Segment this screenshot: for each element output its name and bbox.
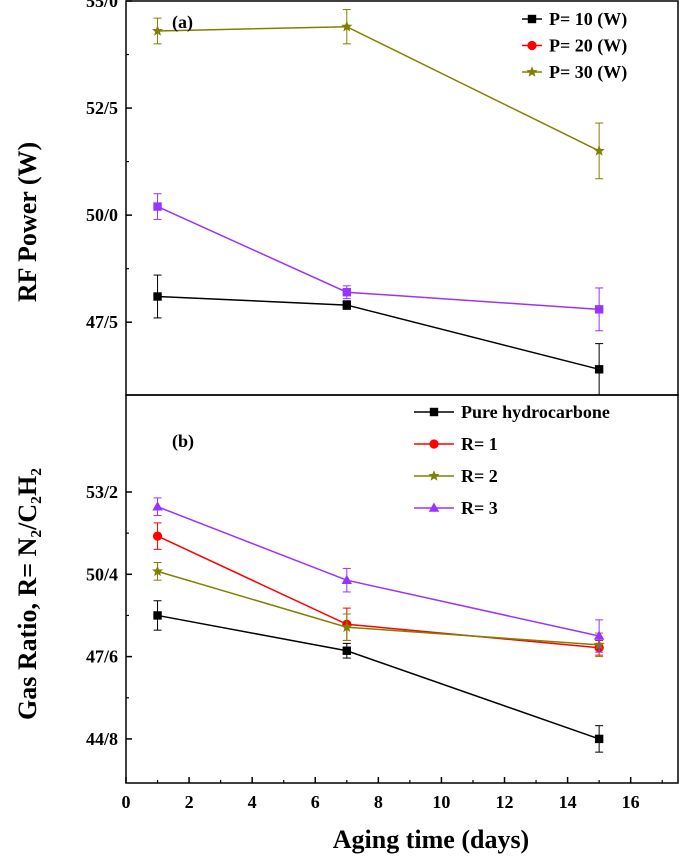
x-tick-label: 14 [559,792,577,812]
a-legend-item: P= 20 (W) [522,36,627,57]
a-series-3-line [157,205,600,311]
b-series-3 [152,497,605,653]
a-legend-swatch-marker [527,40,537,51]
x-tick-label: 4 [248,792,257,812]
b-legend-label: R= 3 [461,498,498,518]
x-tick-label: 2 [185,792,194,812]
b-legend-swatch-marker [428,502,440,512]
x-tick-label: 8 [374,792,383,812]
a-legend-swatch-marker [527,14,537,24]
b-y-tick-label: 47/6 [86,647,118,667]
a-y-tick-label: 47/5 [86,312,118,332]
panel-b-legend: Pure hydrocarbone R= 1 R= 2 R= 3 [414,402,610,518]
b-series-0-point [342,646,351,655]
a-series-0-point [342,300,351,310]
b-series-2-point [151,565,164,577]
a-y-tick-label: 52/5 [86,98,118,118]
b-series-0-line [157,614,600,740]
b-series-3-point [341,574,353,584]
b-legend-item: R= 3 [414,498,498,518]
panel-b-label: (b) [172,431,194,452]
b-series-0-point [153,611,162,620]
b-legend-item: Pure hydrocarbone [414,402,610,422]
a-series-3-point [594,305,604,314]
b-legend-item: R= 1 [414,434,498,454]
b-series-3-line [157,506,600,637]
panel-a-label: (a) [172,12,193,33]
a-y-tick-label: 55/0 [86,0,118,11]
b-legend-label: R= 2 [461,466,498,486]
a-legend-item: P= 10 (W) [522,9,627,30]
panel-a-legend: P= 10 (W) P= 20 (W) P= 30 (W) [522,9,627,83]
b-legend-swatch-marker [429,439,439,449]
b-y-tick-label: 44/8 [86,729,118,749]
b-series-1-point [152,531,163,541]
x-axis-title: Aging time (days) [333,825,529,854]
a-series-2-point [341,20,353,32]
a-series-2-point [151,25,164,36]
panel-b: 44/8 47/6 50/4 53/2 (b) Pure hydrocarbone R=… [86,402,610,753]
a-series-3-point [153,202,162,211]
b-series-0-point [594,734,604,744]
a-series-2 [151,9,605,180]
a-series-2-point [593,145,605,156]
b-series-1-line [157,535,600,649]
a-series-0 [153,274,604,396]
panel-a-y-axis-title: RF Power (W) [13,142,42,302]
a-y-tick-label: 50/0 [86,205,118,225]
a-series-0-point [153,292,162,301]
a-legend-item: P= 30 (W) [522,62,627,83]
b-legend-swatch-marker [428,470,440,481]
a-series-3-point [342,288,351,297]
b-series-0 [153,600,604,753]
b-legend-item: R= 2 [414,466,498,486]
b-series-2-point [341,621,353,632]
a-series-0-point [594,365,604,374]
x-tick-label: 10 [432,792,450,812]
b-legend-label: Pure hydrocarbone [461,402,610,422]
x-tick-label: 12 [496,792,514,812]
b-y-tick-label: 50/4 [86,564,118,584]
x-tick-label: 16 [622,792,640,812]
b-legend-label: R= 1 [461,434,498,454]
a-legend-label: P= 20 (W) [549,36,627,57]
panel-b-y-axis-title: Gas Ratio, R= N₂/C₂H₂ [13,468,42,720]
a-legend-swatch-marker [526,66,538,77]
x-tick-label: 6 [311,792,320,812]
b-series-3-point [152,501,163,511]
b-series-2-line [157,570,600,646]
a-series-0-line [157,295,600,371]
a-legend-label: P= 10 (W) [549,9,627,30]
b-series-1 [152,522,604,656]
panel-a-frame [125,0,679,396]
panel-b-frame [125,394,679,784]
x-tick-label: 0 [122,792,131,812]
b-series-3-point [593,630,605,640]
panel-a: 47/550/052/555/0 (a) P= 10 (W)P= 20 (W)P… [86,0,627,396]
b-legend-swatch-marker [429,407,439,417]
a-legend-label: P= 30 (W) [549,62,627,83]
a-series-3 [153,193,604,332]
b-y-tick-label: 53/2 [86,482,118,502]
